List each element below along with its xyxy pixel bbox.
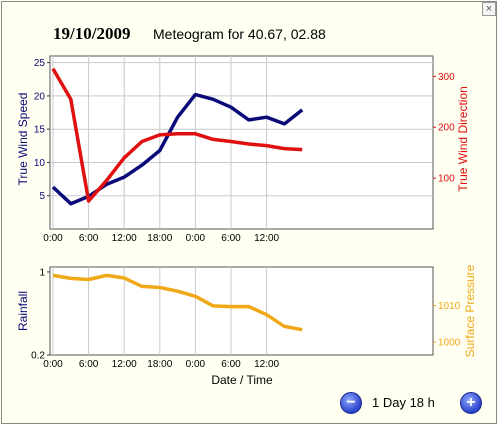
bottom-chart: 0:00 6:00 12:00 18:00 0:00 6:00 12:00 0.2 1 100… — [16, 264, 477, 387]
y-right-tick-label: 1010 — [438, 301, 461, 312]
top-chart: 0:00 6:00 12:00 18:00 0:00 6:00 12:00 5 10 15 20 2… — [16, 55, 470, 244]
y-right-tick-label: 1000 — [438, 338, 461, 349]
y-right-tick-label: 300 — [438, 72, 455, 83]
plus-icon: + — [466, 394, 476, 411]
zoom-in-button[interactable]: + — [460, 392, 482, 414]
y-left-tick-label: 10 — [34, 158, 46, 169]
x-tick-label: 6:00 — [79, 359, 99, 370]
time-span-label: 1 Day 18 h — [372, 395, 435, 410]
pressure-axis-label: Surface Pressure — [463, 264, 477, 357]
bottom-plot-frame — [49, 266, 434, 356]
x-tick-label: 18:00 — [147, 233, 172, 244]
zoom-out-button[interactable]: − — [340, 392, 362, 414]
y-right-tick-label: 100 — [438, 174, 455, 185]
minus-icon: − — [346, 394, 356, 411]
y-left-tick-label: 5 — [39, 191, 45, 202]
wind-direction-axis-label: True Wind Direction — [456, 86, 470, 192]
y-left-tick-label: 1 — [39, 267, 45, 278]
x-tick-label: 0:00 — [186, 359, 206, 370]
x-tick-label: 12:00 — [254, 233, 279, 244]
rainfall-axis-label: Rainfall — [16, 291, 30, 331]
y-left-tick-label: 15 — [34, 125, 46, 136]
y-left-tick-label: 0.2 — [31, 351, 45, 362]
x-tick-label: 0:00 — [186, 233, 206, 244]
x-tick-label: 18:00 — [147, 359, 172, 370]
x-tick-label: 12:00 — [112, 233, 137, 244]
close-button[interactable]: × — [482, 2, 496, 16]
x-tick-label: 12:00 — [112, 359, 137, 370]
x-tick-label: 12:00 — [254, 359, 279, 370]
forecast-date: 19/10/2009 — [53, 24, 131, 43]
x-tick-label: 6:00 — [79, 233, 99, 244]
surface-pressure-line — [52, 273, 303, 332]
y-left-tick-label: 25 — [34, 58, 46, 69]
page-title: Meteogram for 40.67, 02.88 — [153, 26, 326, 42]
x-tick-label: 6:00 — [221, 359, 241, 370]
wind-speed-axis-label: True Wind Speed — [16, 93, 30, 186]
x-tick-label: 0:00 — [43, 233, 63, 244]
y-right-tick-label: 200 — [438, 123, 455, 134]
x-axis-label: Date / Time — [211, 373, 273, 387]
x-tick-label: 6:00 — [221, 233, 241, 244]
wind-direction-line — [51, 67, 303, 203]
x-tick-label: 0:00 — [43, 359, 63, 370]
y-left-tick-label: 20 — [34, 91, 46, 102]
